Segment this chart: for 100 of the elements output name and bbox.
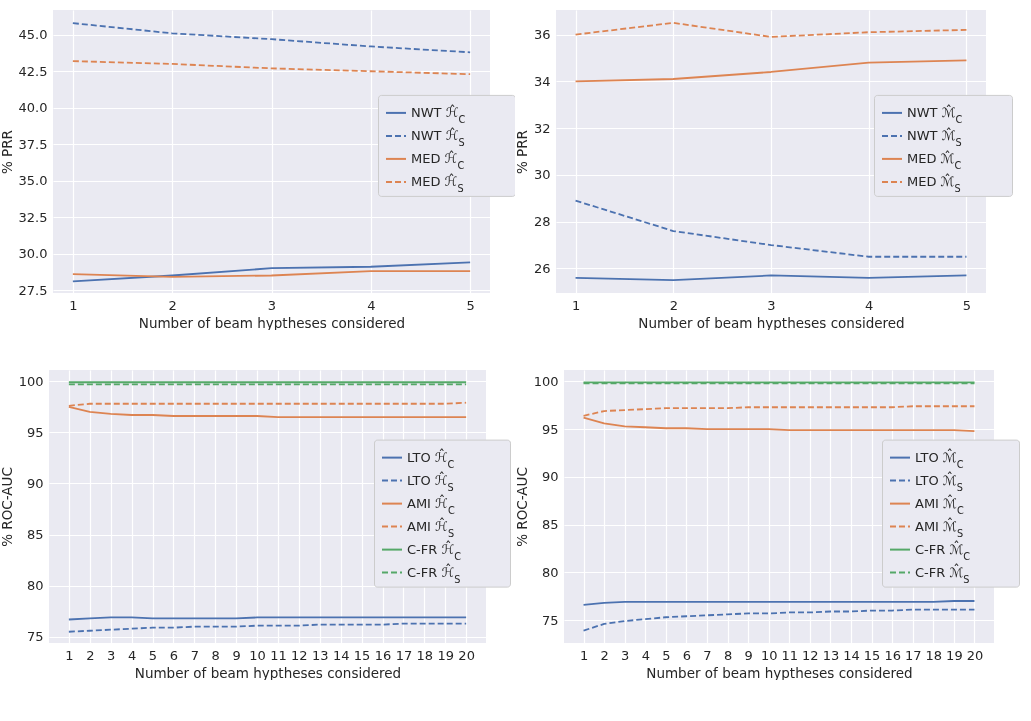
- y-tick-label: 30: [533, 167, 551, 183]
- y-axis-title: % PRR: [0, 129, 15, 175]
- x-tick-label: 4: [367, 297, 376, 313]
- x-tick-label: 12: [802, 647, 819, 663]
- y-tick-label: 30.0: [18, 246, 48, 262]
- y-axis-title: % ROC-AUC: [513, 467, 530, 547]
- x-tick-label: 5: [148, 647, 158, 663]
- line-series: [67, 622, 468, 633]
- line-series: [574, 59, 968, 83]
- legend-label: C-FR ℋ̂$_{S}$: [407, 563, 461, 585]
- y-tick-label: 75: [541, 612, 559, 628]
- x-tick-label: 7: [703, 647, 712, 663]
- legend-label: AMI ℳ̂$_{C}$: [915, 494, 964, 516]
- legend-label: C-FR ℳ̂$_{C}$: [915, 540, 971, 562]
- x-tick-label: 16: [884, 647, 901, 663]
- x-tick-label: 6: [169, 647, 179, 663]
- y-tick-label: 85: [26, 527, 44, 543]
- legend-label: LTO ℋ̂$_{C}$: [407, 448, 455, 470]
- x-tick-label: 15: [863, 647, 881, 663]
- line-series: [71, 60, 472, 76]
- y-tick-label: 27.5: [18, 282, 48, 298]
- legend-label: LTO ℋ̂$_{S}$: [407, 471, 454, 493]
- legend-label: LTO ℳ̂$_{C}$: [915, 448, 964, 470]
- x-tick-label: 1: [65, 647, 74, 663]
- x-tick-label: 5: [466, 297, 475, 313]
- x-tick-label: 18: [416, 647, 434, 663]
- y-tick-label: 90: [541, 469, 559, 485]
- x-tick-label: 2: [600, 647, 609, 663]
- y-tick-label: 26: [533, 260, 551, 276]
- y-tick-label: 35.0: [18, 173, 48, 189]
- x-tick-label: 4: [865, 297, 874, 313]
- line-series: [71, 261, 472, 283]
- x-tick-label: 20: [966, 647, 984, 663]
- y-tick-label: 36: [533, 27, 551, 43]
- legend-label: MED ℳ̂$_{C}$: [907, 149, 962, 171]
- y-tick-label: 95: [541, 421, 559, 437]
- x-axis-title: Number of beam hyptheses considered: [134, 664, 402, 681]
- x-tick-label: 11: [781, 647, 799, 663]
- legend-label: NWT ℋ̂$_{C}$: [411, 103, 466, 125]
- x-tick-label: 10: [760, 647, 778, 663]
- legend-label: C-FR ℋ̂$_{C}$: [407, 540, 462, 562]
- legend-label: MED ℋ̂$_{C}$: [411, 149, 465, 171]
- y-tick-label: 32: [533, 120, 551, 136]
- x-tick-label: 3: [267, 297, 277, 313]
- y-tick-label: 28: [533, 214, 551, 230]
- y-tick-label: 90: [26, 475, 44, 491]
- y-tick-label: 85: [541, 517, 559, 533]
- x-tick-label: 14: [332, 647, 350, 663]
- y-tick-label: 100: [18, 373, 44, 389]
- y-tick-label: 32.5: [18, 209, 48, 225]
- x-tick-label: 1: [579, 647, 589, 663]
- legend-label: AMI ℋ̂$_{S}$: [407, 517, 455, 539]
- line-series: [582, 608, 976, 632]
- legend-label: MED ℋ̂$_{S}$: [411, 172, 464, 194]
- x-tick-label: 3: [107, 647, 116, 663]
- x-tick-label: 2: [168, 297, 177, 313]
- y-tick-label: 100: [533, 373, 559, 389]
- x-tick-label: 12: [291, 647, 308, 663]
- x-tick-label: 3: [767, 297, 776, 313]
- y-axis-title: % ROC-AUC: [0, 467, 15, 547]
- y-tick-label: 95: [26, 424, 44, 440]
- x-tick-label: 20: [458, 647, 475, 663]
- x-tick-label: 19: [437, 647, 454, 663]
- x-tick-label: 19: [946, 647, 963, 663]
- x-tick-label: 5: [962, 297, 972, 313]
- x-tick-label: 13: [312, 647, 329, 663]
- x-tick-label: 17: [395, 647, 413, 663]
- legend-label: NWT ℳ̂$_{S}$: [907, 126, 962, 148]
- y-tick-label: 45.0: [18, 27, 48, 43]
- legend-label: NWT ℳ̂$_{C}$: [907, 103, 963, 125]
- legend-label: NWT ℋ̂$_{S}$: [411, 126, 465, 148]
- x-tick-label: 8: [211, 647, 220, 663]
- y-tick-label: 34: [533, 73, 551, 89]
- x-tick-label: 8: [723, 647, 733, 663]
- legend-label: LTO ℳ̂$_{S}$: [915, 471, 963, 493]
- x-tick-label: 17: [904, 647, 922, 663]
- x-tick-label: 10: [249, 647, 266, 663]
- y-tick-label: 42.5: [18, 63, 48, 79]
- x-tick-label: 5: [662, 647, 671, 663]
- x-tick-label: 11: [270, 647, 287, 663]
- y-tick-label: 37.5: [18, 136, 48, 152]
- y-tick-label: 80: [26, 578, 44, 594]
- x-tick-label: 15: [353, 647, 371, 663]
- x-tick-label: 16: [374, 647, 392, 663]
- line-series: [574, 21, 968, 38]
- legend-label: AMI ℳ̂$_{S}$: [915, 517, 964, 539]
- y-tick-label: 75: [26, 629, 44, 645]
- x-tick-label: 3: [621, 647, 630, 663]
- x-axis-title: Number of beam hyptheses considered: [638, 314, 905, 331]
- x-tick-label: 6: [682, 647, 692, 663]
- y-tick-label: 80: [541, 564, 559, 580]
- x-tick-label: 14: [843, 647, 860, 663]
- line-series: [574, 199, 968, 258]
- x-tick-label: 9: [744, 647, 753, 663]
- x-tick-label: 9: [232, 647, 241, 663]
- legend-label: AMI ℋ̂$_{C}$: [407, 494, 455, 516]
- x-axis-title: Number of beam hyptheses considered: [646, 664, 913, 681]
- y-axis-title: % PRR: [513, 129, 530, 175]
- x-tick-label: 2: [669, 297, 678, 313]
- line-series: [71, 22, 472, 54]
